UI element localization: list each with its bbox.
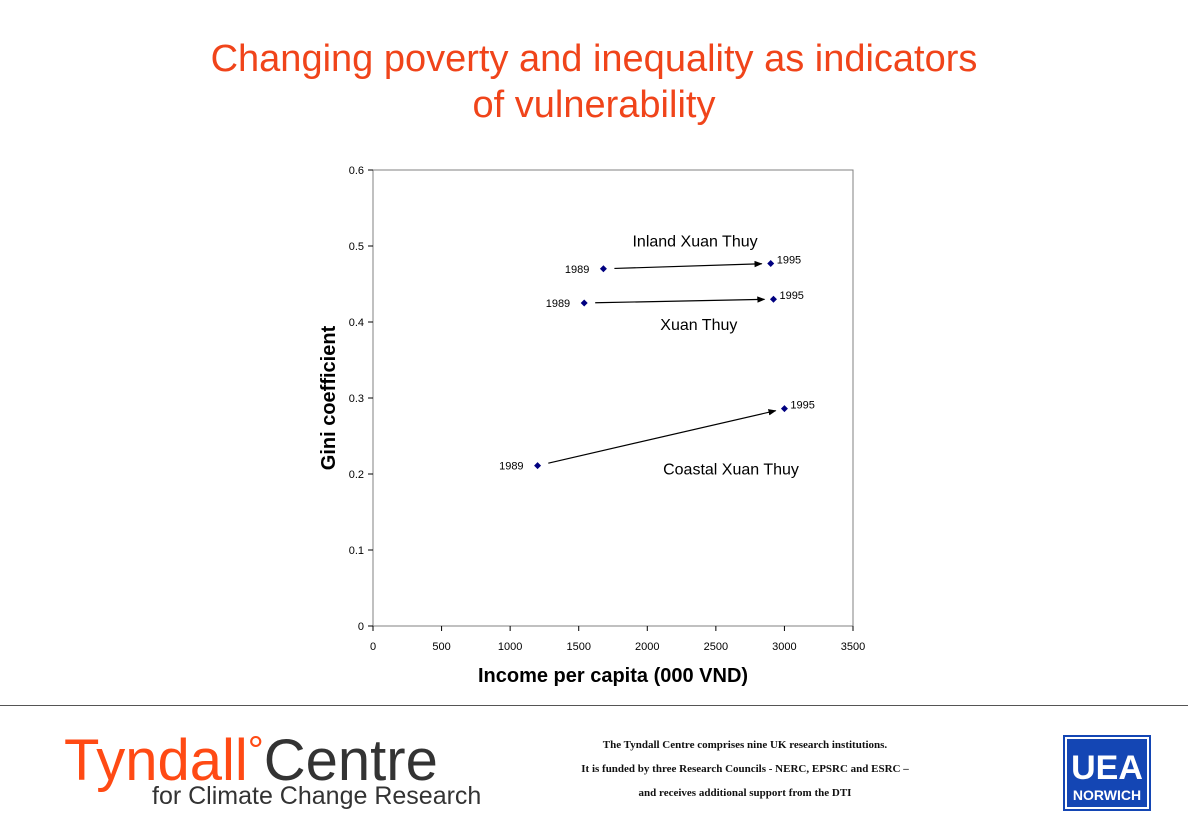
y-tick-label: 0.4 — [349, 317, 364, 329]
x-tick-label: 3000 — [772, 641, 796, 653]
trend-arrow — [614, 260, 763, 270]
trend-arrow — [595, 296, 766, 304]
y-tick-label: 0.2 — [349, 469, 364, 481]
series-name-label: Coastal Xuan Thuy — [663, 462, 799, 479]
tyndall-logo: Tyndall°Centre — [64, 718, 438, 794]
trend-arrow — [548, 409, 777, 464]
funding-line-1: The Tyndall Centre comprises nine UK res… — [602, 739, 888, 751]
data-label: 1995 — [790, 400, 814, 412]
series-name-label: Xuan Thuy — [660, 317, 737, 334]
x-tick-label: 1500 — [566, 641, 590, 653]
logo-name-centre: Centre — [263, 728, 438, 793]
logo-degree-mark: ° — [247, 729, 264, 773]
y-tick-label: 0.3 — [349, 393, 364, 405]
data-point — [767, 259, 775, 267]
funding-line-3: and receives additional support from the… — [638, 787, 852, 799]
tyndall-logo-subtitle: for Climate Change Research — [152, 782, 482, 810]
y-tick-label: 0.6 — [349, 165, 364, 177]
plot-area — [372, 169, 854, 627]
y-tick-label: 0.5 — [349, 241, 364, 253]
data-label: 1989 — [546, 298, 570, 310]
x-tick-label: 500 — [432, 641, 450, 653]
data-point — [769, 295, 777, 303]
funding-statement: The Tyndall Centre comprises nine UK res… — [530, 733, 960, 805]
y-tick-label: 0.1 — [349, 545, 364, 557]
footer-divider — [0, 705, 1188, 706]
uea-logo-norwich: NORWICH — [1073, 787, 1141, 803]
uea-logo-letters: UEA — [1071, 749, 1143, 787]
gini-income-chart: 0 0.1 0.2 0.3 0.4 0.5 0.6 0 500 1000 1500 2000 2500 3… — [318, 165, 865, 687]
data-label: 1995 — [779, 290, 803, 302]
data-point — [580, 299, 588, 307]
data-label: 1995 — [777, 254, 801, 266]
x-tick-label: 2500 — [704, 641, 728, 653]
data-point — [534, 462, 542, 470]
series-name-label: Inland Xuan Thuy — [632, 233, 757, 250]
y-axis-label: Gini coefficient — [318, 325, 340, 470]
logo-name: Tyndall — [64, 728, 248, 793]
x-tick-label: 3500 — [841, 641, 865, 653]
funding-line-2: It is funded by three Research Councils … — [581, 763, 909, 775]
data-label: 1989 — [499, 461, 523, 473]
page-title-line-1: Changing poverty and inequality as indic… — [210, 38, 978, 80]
y-tick-label: 0 — [358, 621, 364, 633]
uea-logo-background — [1063, 735, 1151, 811]
page-title: Changing poverty and inequality as indic… — [0, 36, 1188, 128]
page-title-line-2: of vulnerability — [472, 84, 716, 126]
data-point — [599, 265, 607, 273]
uea-logo-frame — [1065, 737, 1149, 809]
data-point — [780, 405, 788, 413]
x-tick-label: 2000 — [635, 641, 659, 653]
data-label: 1989 — [565, 264, 589, 276]
x-tick-label: 0 — [370, 641, 376, 653]
uea-norwich-logo: UEA NORWICH — [1063, 735, 1151, 811]
x-axis-label: Income per capita (000 VND) — [478, 665, 748, 687]
x-tick-label: 1000 — [498, 641, 522, 653]
